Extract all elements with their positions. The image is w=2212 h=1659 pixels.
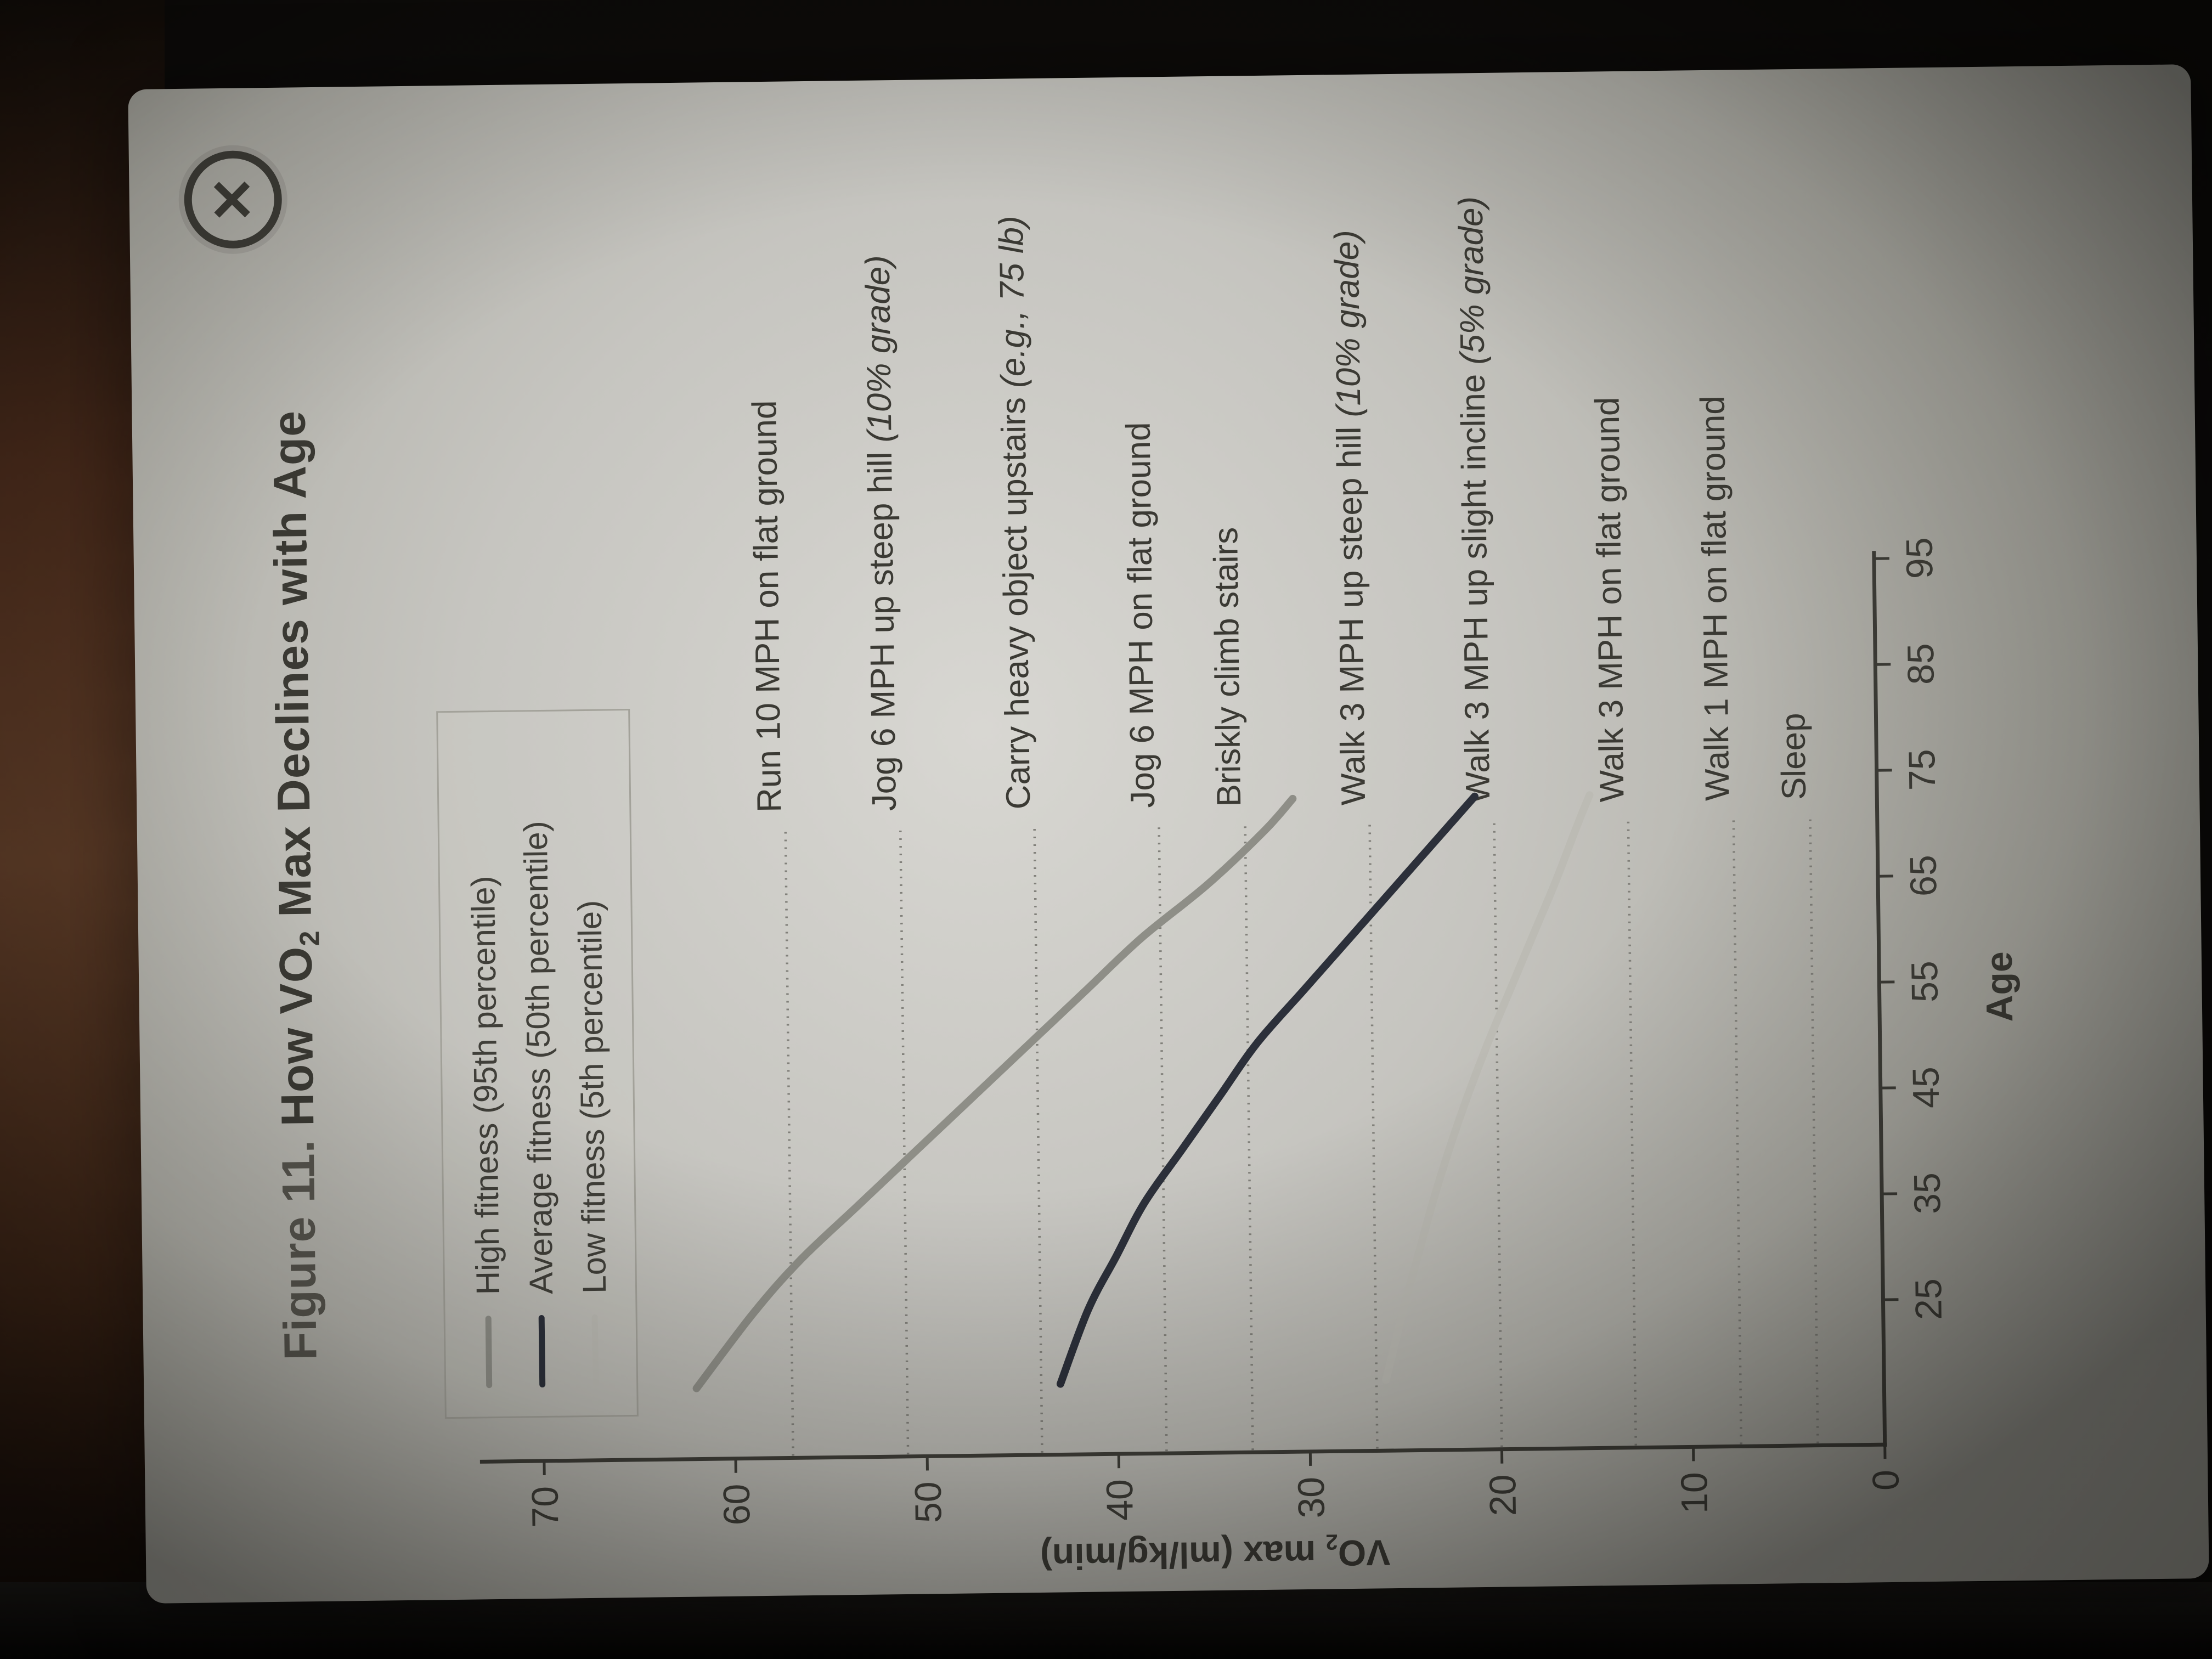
x-tick-label: 55 — [1904, 961, 1946, 1003]
ref-line-5 — [1368, 821, 1379, 1449]
y-tick-label: 10 — [1673, 1472, 1716, 1514]
x-tick-label: 75 — [1901, 749, 1943, 791]
ref-line-9 — [1809, 816, 1819, 1443]
ref-line-3 — [1158, 824, 1168, 1452]
y-tick-label: 60 — [716, 1483, 758, 1526]
y-tick-label: 0 — [1865, 1470, 1906, 1491]
ref-line-label-7: Walk 3 MPH on flat ground — [1588, 397, 1631, 802]
ref-line-label-9: Sleep — [1774, 713, 1813, 800]
y-tick-label: 40 — [1099, 1479, 1141, 1521]
x-tick-label: 85 — [1900, 643, 1942, 685]
ref-line-6 — [1493, 820, 1503, 1447]
ref-line-label-6: Walk 3 MPH up slight incline (5% grade) — [1452, 196, 1498, 804]
series-path-low — [1382, 791, 1594, 1384]
ref-line-4 — [1244, 823, 1254, 1451]
ref-line-label-8: Walk 1 MPH on flat ground — [1694, 396, 1736, 801]
ref-line-label-4: Briskly climb stairs — [1207, 527, 1248, 807]
x-tick-label: 35 — [1906, 1172, 1949, 1215]
series-path-average — [1056, 792, 1479, 1388]
ref-line-label-1: Jog 6 MPH up steep hill (10% grade) — [859, 255, 903, 811]
chart-canvas: Run 10 MPH on flat ground Jog 6 MPH up st… — [479, 196, 1950, 1528]
y-tick-label: 20 — [1482, 1474, 1524, 1516]
device-screen: ✕ Figure 11. How VO2 Max Declines with A… — [128, 64, 2209, 1604]
ref-line-8 — [1732, 817, 1743, 1444]
x-tick-label: 65 — [1903, 855, 1945, 897]
ref-line-label-5: Walk 3 MPH up steep hill (10% grade) — [1328, 230, 1373, 805]
y-tick-label: 70 — [524, 1486, 566, 1528]
y-axis-line — [479, 1442, 1887, 1464]
y-tick-label: 50 — [907, 1481, 950, 1523]
x-tick-label: 45 — [1905, 1066, 1947, 1109]
ref-line-label-0: Run 10 MPH on flat ground — [746, 400, 788, 812]
series-path-high — [692, 794, 1297, 1392]
ref-line-label-2: Carry heavy object upstairs (e.g., 75 lb… — [992, 216, 1037, 810]
ref-line-label-3: Jog 6 MPH on flat ground — [1120, 422, 1163, 808]
ref-line-1 — [899, 827, 910, 1454]
y-tick-label: 30 — [1290, 1476, 1333, 1519]
x-tick-label: 95 — [1899, 537, 1941, 579]
ref-line-7 — [1627, 818, 1638, 1446]
x-axis-line — [1872, 551, 1887, 1447]
x-tick-label: 25 — [1908, 1278, 1950, 1321]
ref-line-2 — [1033, 825, 1043, 1453]
ref-line-0 — [784, 828, 794, 1456]
